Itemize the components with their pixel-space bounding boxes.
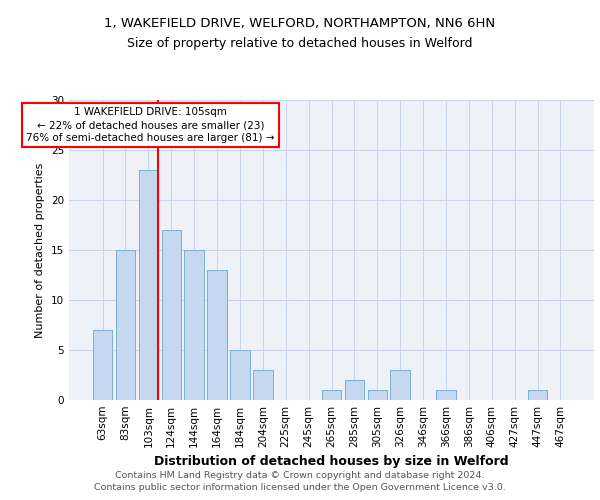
Bar: [230, 350, 250, 400]
Bar: [253, 370, 272, 400]
Text: Contains HM Land Registry data © Crown copyright and database right 2024.
Contai: Contains HM Land Registry data © Crown c…: [94, 471, 506, 492]
Bar: [368, 390, 387, 400]
Bar: [436, 390, 455, 400]
Bar: [391, 370, 410, 400]
Bar: [322, 390, 341, 400]
Bar: [528, 390, 547, 400]
Bar: [344, 380, 364, 400]
Text: 1, WAKEFIELD DRIVE, WELFORD, NORTHAMPTON, NN6 6HN: 1, WAKEFIELD DRIVE, WELFORD, NORTHAMPTON…: [104, 18, 496, 30]
Text: 1 WAKEFIELD DRIVE: 105sqm
← 22% of detached houses are smaller (23)
76% of semi-: 1 WAKEFIELD DRIVE: 105sqm ← 22% of detac…: [26, 107, 275, 143]
Bar: [93, 330, 112, 400]
Bar: [184, 250, 204, 400]
Bar: [208, 270, 227, 400]
Y-axis label: Number of detached properties: Number of detached properties: [35, 162, 46, 338]
Bar: [161, 230, 181, 400]
X-axis label: Distribution of detached houses by size in Welford: Distribution of detached houses by size …: [154, 456, 509, 468]
Bar: [139, 170, 158, 400]
Text: Size of property relative to detached houses in Welford: Size of property relative to detached ho…: [127, 38, 473, 51]
Bar: [116, 250, 135, 400]
